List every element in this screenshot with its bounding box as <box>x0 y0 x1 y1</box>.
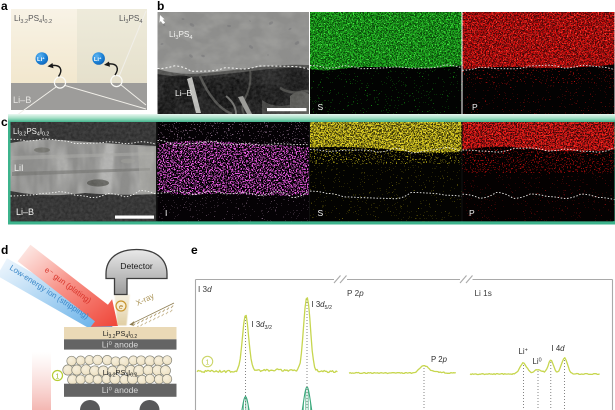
svg-text:Li⁰ anode: Li⁰ anode <box>102 385 139 395</box>
svg-text:S: S <box>318 102 324 112</box>
svg-text:Li3.2​PS4​I0.2​: Li3.2​PS4​I0.2​ <box>13 127 49 138</box>
svg-text:P: P <box>469 208 475 218</box>
svg-text:Li+: Li+ <box>37 56 45 64</box>
svg-text:Li–B: Li–B <box>13 95 31 105</box>
svg-text:P 2p: P 2p <box>347 289 364 298</box>
svg-text:e: e <box>119 304 123 311</box>
svg-text:Li3​PS4​: Li3​PS4​ <box>169 30 193 41</box>
svg-text:Li–B: Li–B <box>16 207 34 217</box>
svg-text:I 3d: I 3d <box>198 285 212 294</box>
svg-text:Detector: Detector <box>120 261 153 271</box>
svg-text:Li3.2​PS4​I0.2​: Li3.2​PS4​I0.2​ <box>14 14 52 25</box>
svg-text:Li+: Li+ <box>519 347 528 356</box>
svg-text:I 4d: I 4d <box>552 344 566 353</box>
svg-text:Li–B: Li–B <box>175 88 192 98</box>
svg-text:c: c <box>1 115 8 129</box>
svg-text:d: d <box>1 243 8 257</box>
svg-text:P: P <box>472 102 478 112</box>
svg-text:Li3.2​PS4​I0.2​: Li3.2​PS4​I0.2​ <box>103 329 138 340</box>
svg-text:Li 1s: Li 1s <box>475 289 492 298</box>
svg-text:I 3d3/2: I 3d3/2 <box>252 320 273 331</box>
svg-text:1: 1 <box>206 359 210 366</box>
svg-text:P 2p: P 2p <box>431 355 448 364</box>
svg-text:Li3​PS4​: Li3​PS4​ <box>119 14 143 25</box>
svg-text:a: a <box>1 0 8 13</box>
svg-text:I: I <box>165 208 167 218</box>
svg-text:Li0: Li0 <box>533 357 542 366</box>
svg-text:1: 1 <box>56 373 60 380</box>
svg-text:e: e <box>191 243 198 257</box>
svg-text:b: b <box>157 0 164 13</box>
svg-text:I 3d5/2: I 3d5/2 <box>312 300 333 311</box>
svg-text:LiI: LiI <box>14 163 24 173</box>
svg-text:S: S <box>318 208 324 218</box>
svg-text:Li+: Li+ <box>94 56 102 64</box>
svg-text:Li⁰ anode: Li⁰ anode <box>102 340 139 350</box>
svg-text:Li3.2​PS4​I0.2​: Li3.2​PS4​I0.2​ <box>103 368 138 379</box>
